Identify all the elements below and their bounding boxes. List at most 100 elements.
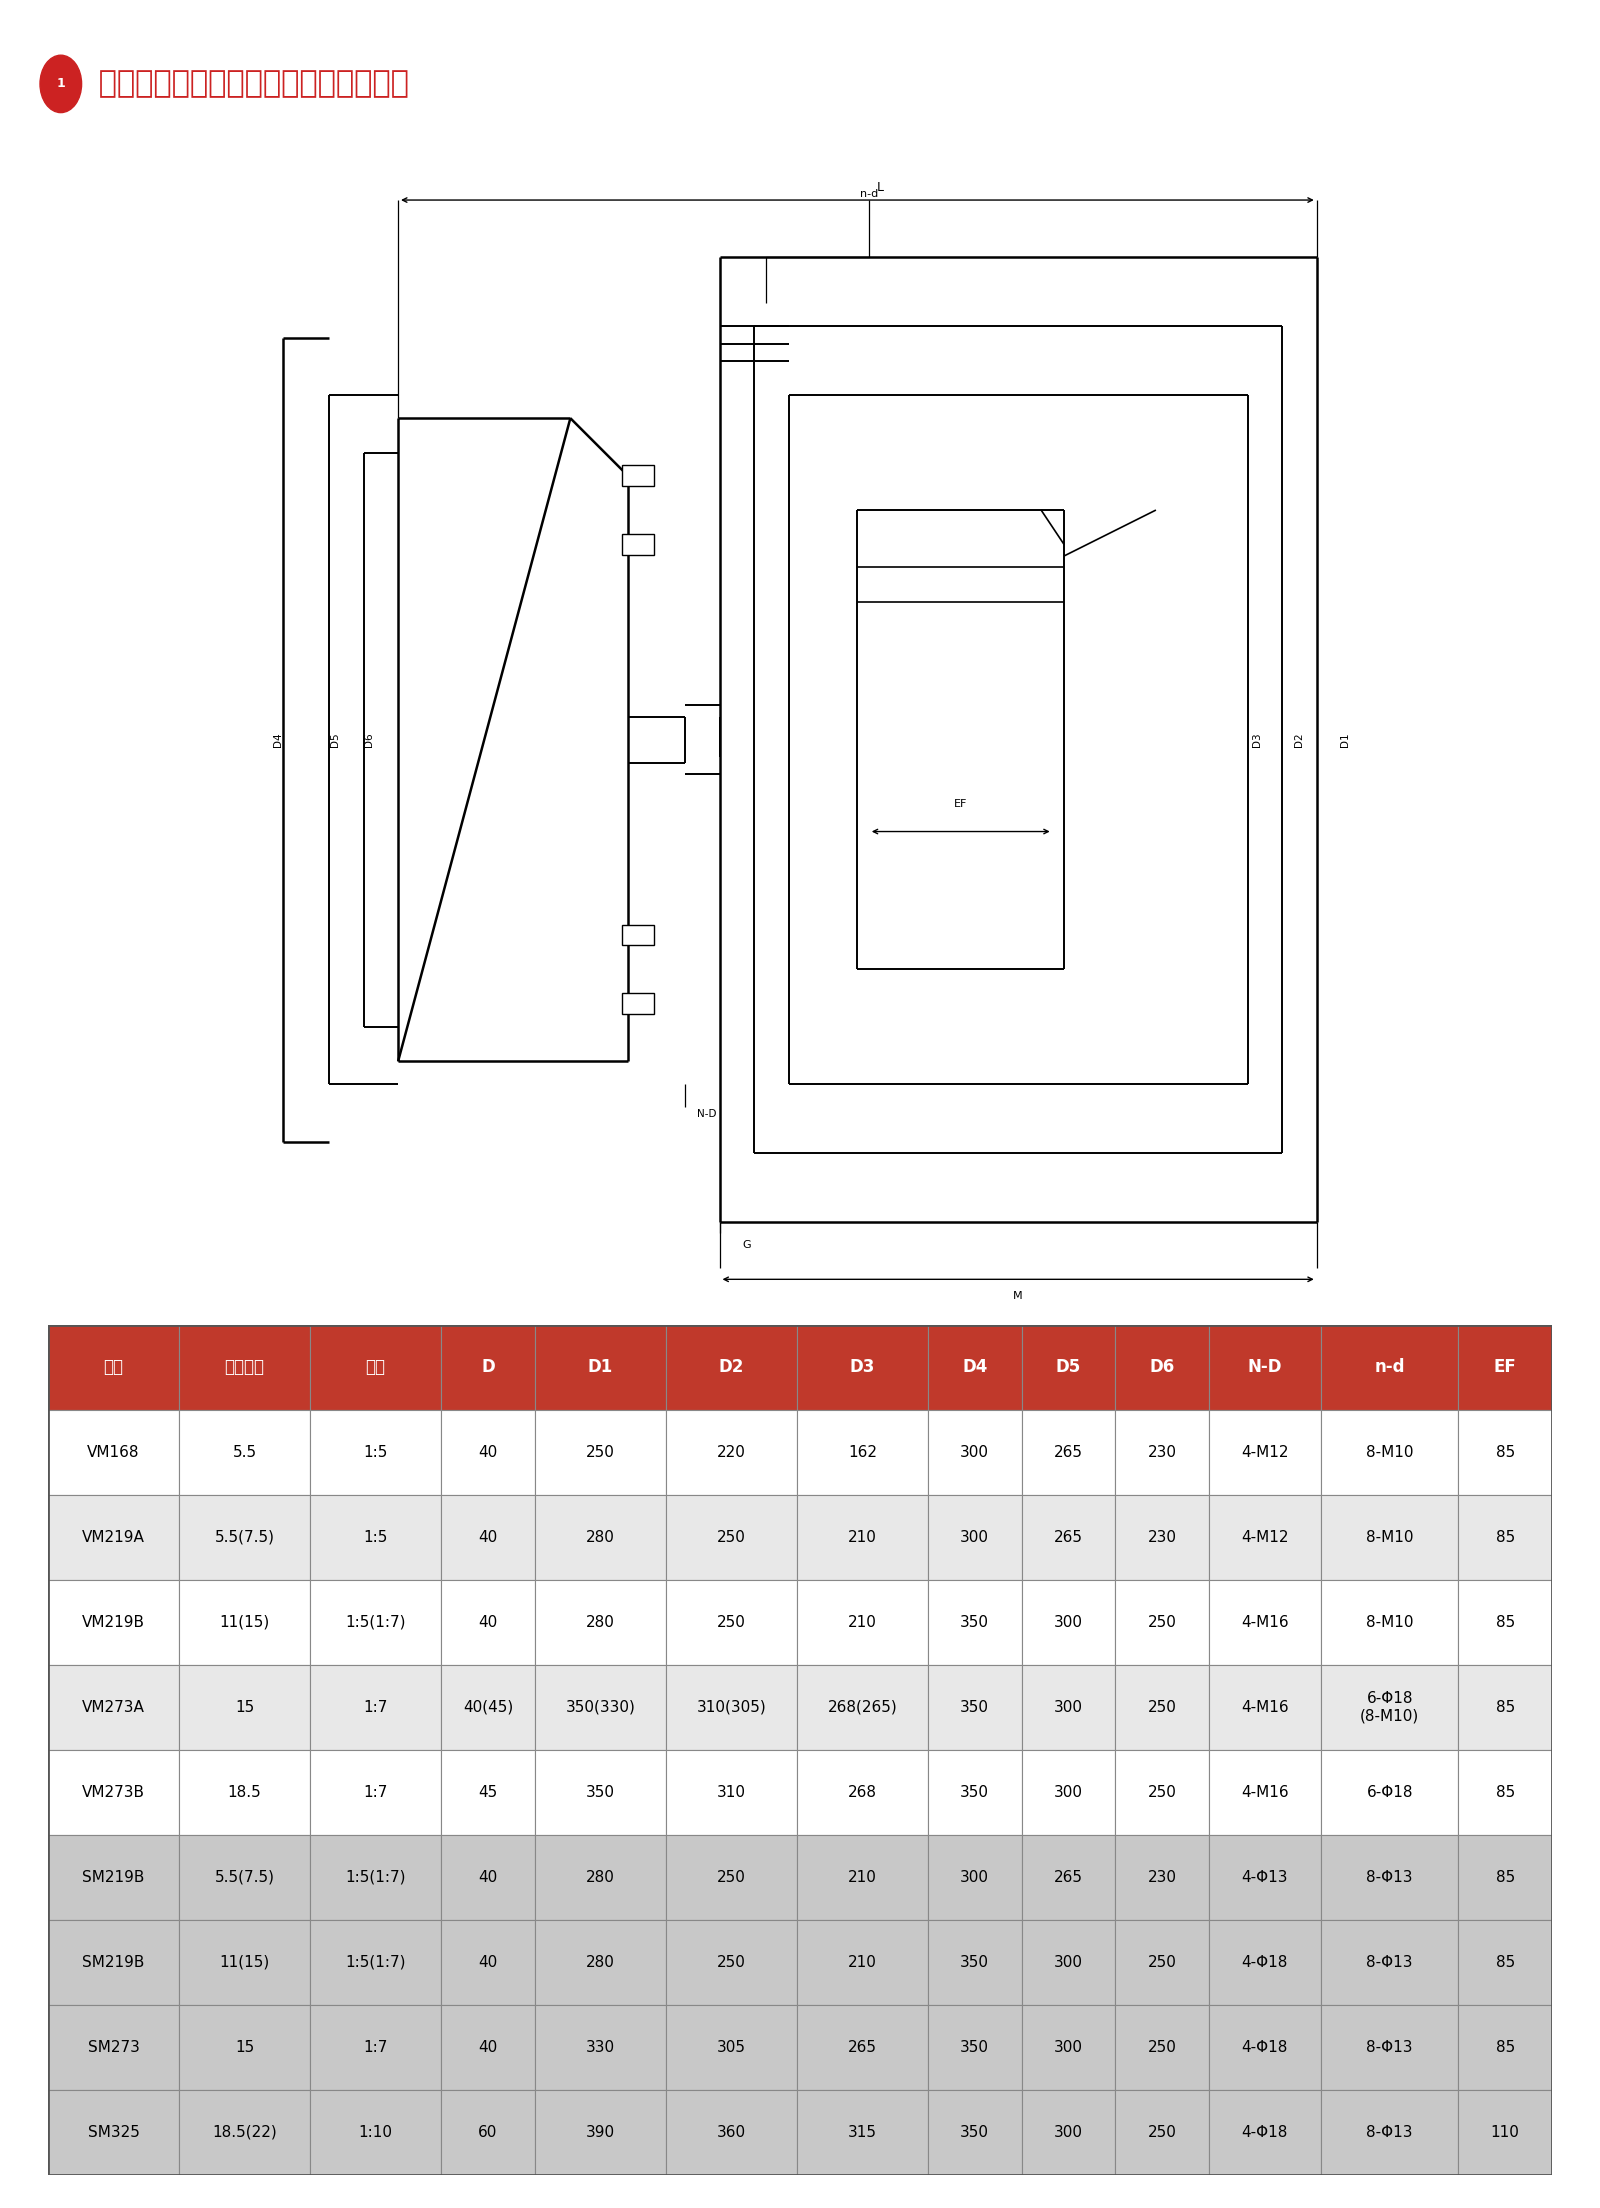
Bar (666, 1835, 797, 1921)
Text: 1: 1 (56, 77, 66, 91)
Bar (797, 1495, 928, 1581)
Text: 电机功率: 电机功率 (224, 1358, 264, 1376)
Bar (1458, 2089, 1552, 2175)
Text: 4-Φ13: 4-Φ13 (1242, 1870, 1288, 1886)
Text: 230: 230 (1147, 1530, 1176, 1546)
Text: n-d: n-d (859, 188, 878, 199)
Bar (310, 1749, 442, 1835)
Text: SM219B: SM219B (82, 1870, 144, 1886)
Text: 250: 250 (1147, 1700, 1176, 1716)
Text: 8-Φ13: 8-Φ13 (1366, 1870, 1413, 1886)
Text: 4-M12: 4-M12 (1242, 1530, 1288, 1546)
Bar (179, 2089, 310, 2175)
Text: 315: 315 (848, 2124, 877, 2140)
Text: 390: 390 (586, 2124, 614, 2140)
Bar (1208, 1665, 1322, 1749)
Text: 6-Φ18: 6-Φ18 (1366, 1784, 1413, 1800)
Bar (442, 1581, 534, 1665)
Bar (1021, 1325, 1115, 1411)
Text: D3: D3 (850, 1358, 875, 1376)
Text: 210: 210 (848, 1530, 877, 1546)
Bar (1458, 2005, 1552, 2089)
Bar (310, 1495, 442, 1581)
Bar (622, 925, 654, 945)
Bar (928, 2005, 1021, 2089)
Text: 300: 300 (960, 1444, 989, 1459)
Text: 310(305): 310(305) (696, 1700, 766, 1716)
Bar (1322, 1325, 1458, 1411)
Text: 250: 250 (1147, 1954, 1176, 1970)
Text: 250: 250 (717, 1614, 746, 1630)
Text: 350: 350 (960, 2040, 989, 2056)
Text: 300: 300 (1054, 1700, 1083, 1716)
Bar (1208, 1835, 1322, 1921)
Bar (666, 1325, 797, 1411)
Bar (442, 1325, 534, 1411)
Bar (666, 1495, 797, 1581)
Text: 40: 40 (478, 1954, 498, 1970)
Bar (928, 1411, 1021, 1495)
Text: N-D: N-D (696, 1108, 717, 1119)
Text: 85: 85 (1496, 1870, 1515, 1886)
Bar (1208, 2089, 1322, 2175)
Text: 230: 230 (1147, 1870, 1176, 1886)
Text: D1: D1 (1341, 733, 1350, 746)
Text: 280: 280 (586, 1870, 614, 1886)
Bar (534, 1325, 666, 1411)
Bar (928, 1665, 1021, 1749)
Text: 40: 40 (478, 1444, 498, 1459)
Text: 85: 85 (1496, 1614, 1515, 1630)
Text: 8-M10: 8-M10 (1366, 1614, 1413, 1630)
Bar (310, 1581, 442, 1665)
Text: G: G (742, 1241, 752, 1250)
Text: 360: 360 (717, 2124, 746, 2140)
Bar (179, 1665, 310, 1749)
Text: SM273: SM273 (88, 2040, 139, 2056)
Bar (1208, 1749, 1322, 1835)
Text: D: D (482, 1358, 494, 1376)
Text: 8-Φ13: 8-Φ13 (1366, 1954, 1413, 1970)
Text: 1:7: 1:7 (363, 2040, 387, 2056)
Text: 250: 250 (1147, 2124, 1176, 2140)
Bar (48, 1411, 179, 1495)
Bar (1322, 2005, 1458, 2089)
Bar (666, 1411, 797, 1495)
Text: 螺旋输送机减速机产品外形尺寸参数：: 螺旋输送机减速机产品外形尺寸参数： (88, 68, 410, 99)
Text: 350: 350 (960, 1954, 989, 1970)
Bar (48, 2005, 179, 2089)
Text: 85: 85 (1496, 2040, 1515, 2056)
Text: 250: 250 (1147, 1784, 1176, 1800)
Text: 250: 250 (586, 1444, 614, 1459)
Text: 350: 350 (960, 1700, 989, 1716)
Bar (442, 1665, 534, 1749)
Bar (179, 2005, 310, 2089)
Text: 5.5(7.5): 5.5(7.5) (214, 1530, 275, 1546)
Text: 310: 310 (717, 1784, 746, 1800)
Bar (1208, 1495, 1322, 1581)
Text: 250: 250 (717, 1530, 746, 1546)
Bar (310, 2005, 442, 2089)
Text: 40: 40 (478, 1614, 498, 1630)
Text: VM219A: VM219A (82, 1530, 146, 1546)
Bar (1458, 1835, 1552, 1921)
Bar (1458, 1495, 1552, 1581)
Text: 300: 300 (1054, 1614, 1083, 1630)
Bar (534, 2089, 666, 2175)
Bar (1115, 1749, 1208, 1835)
Text: SM219B: SM219B (82, 1954, 144, 1970)
Bar (442, 2089, 534, 2175)
Text: 1:5: 1:5 (363, 1444, 387, 1459)
Bar (666, 1581, 797, 1665)
Text: 4-M16: 4-M16 (1242, 1784, 1288, 1800)
Bar (666, 1665, 797, 1749)
Text: 85: 85 (1496, 1700, 1515, 1716)
Bar (48, 1325, 179, 1411)
Bar (1458, 1749, 1552, 1835)
Text: D2: D2 (1294, 733, 1304, 746)
Text: 15: 15 (235, 1700, 254, 1716)
Bar (1021, 1411, 1115, 1495)
Bar (1021, 2005, 1115, 2089)
Bar (1208, 2005, 1322, 2089)
Bar (310, 1411, 442, 1495)
Bar (442, 1921, 534, 2005)
